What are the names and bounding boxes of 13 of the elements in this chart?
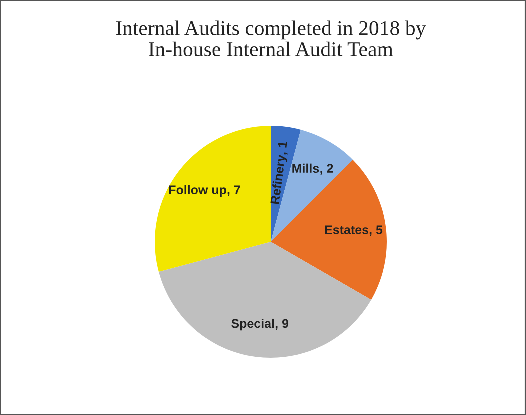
pie-slice	[158, 242, 372, 358]
chart-title: Internal Audits completed in 2018 by In-house Internal Audit Team	[116, 20, 426, 57]
data-label: , 9	[276, 319, 289, 330]
pie-slice	[155, 126, 271, 272]
slice-label: Mills	[292, 164, 320, 174]
slice-label: Follow up	[169, 185, 226, 197]
slice-label: Estates	[325, 226, 369, 234]
slice-label: Refinery	[270, 154, 288, 205]
data-label: , 2	[320, 164, 334, 175]
data-label: , 1	[277, 141, 290, 155]
data-label: , 7	[228, 186, 240, 196]
slice-label: Special	[232, 318, 274, 331]
data-label: , 5	[370, 226, 383, 236]
